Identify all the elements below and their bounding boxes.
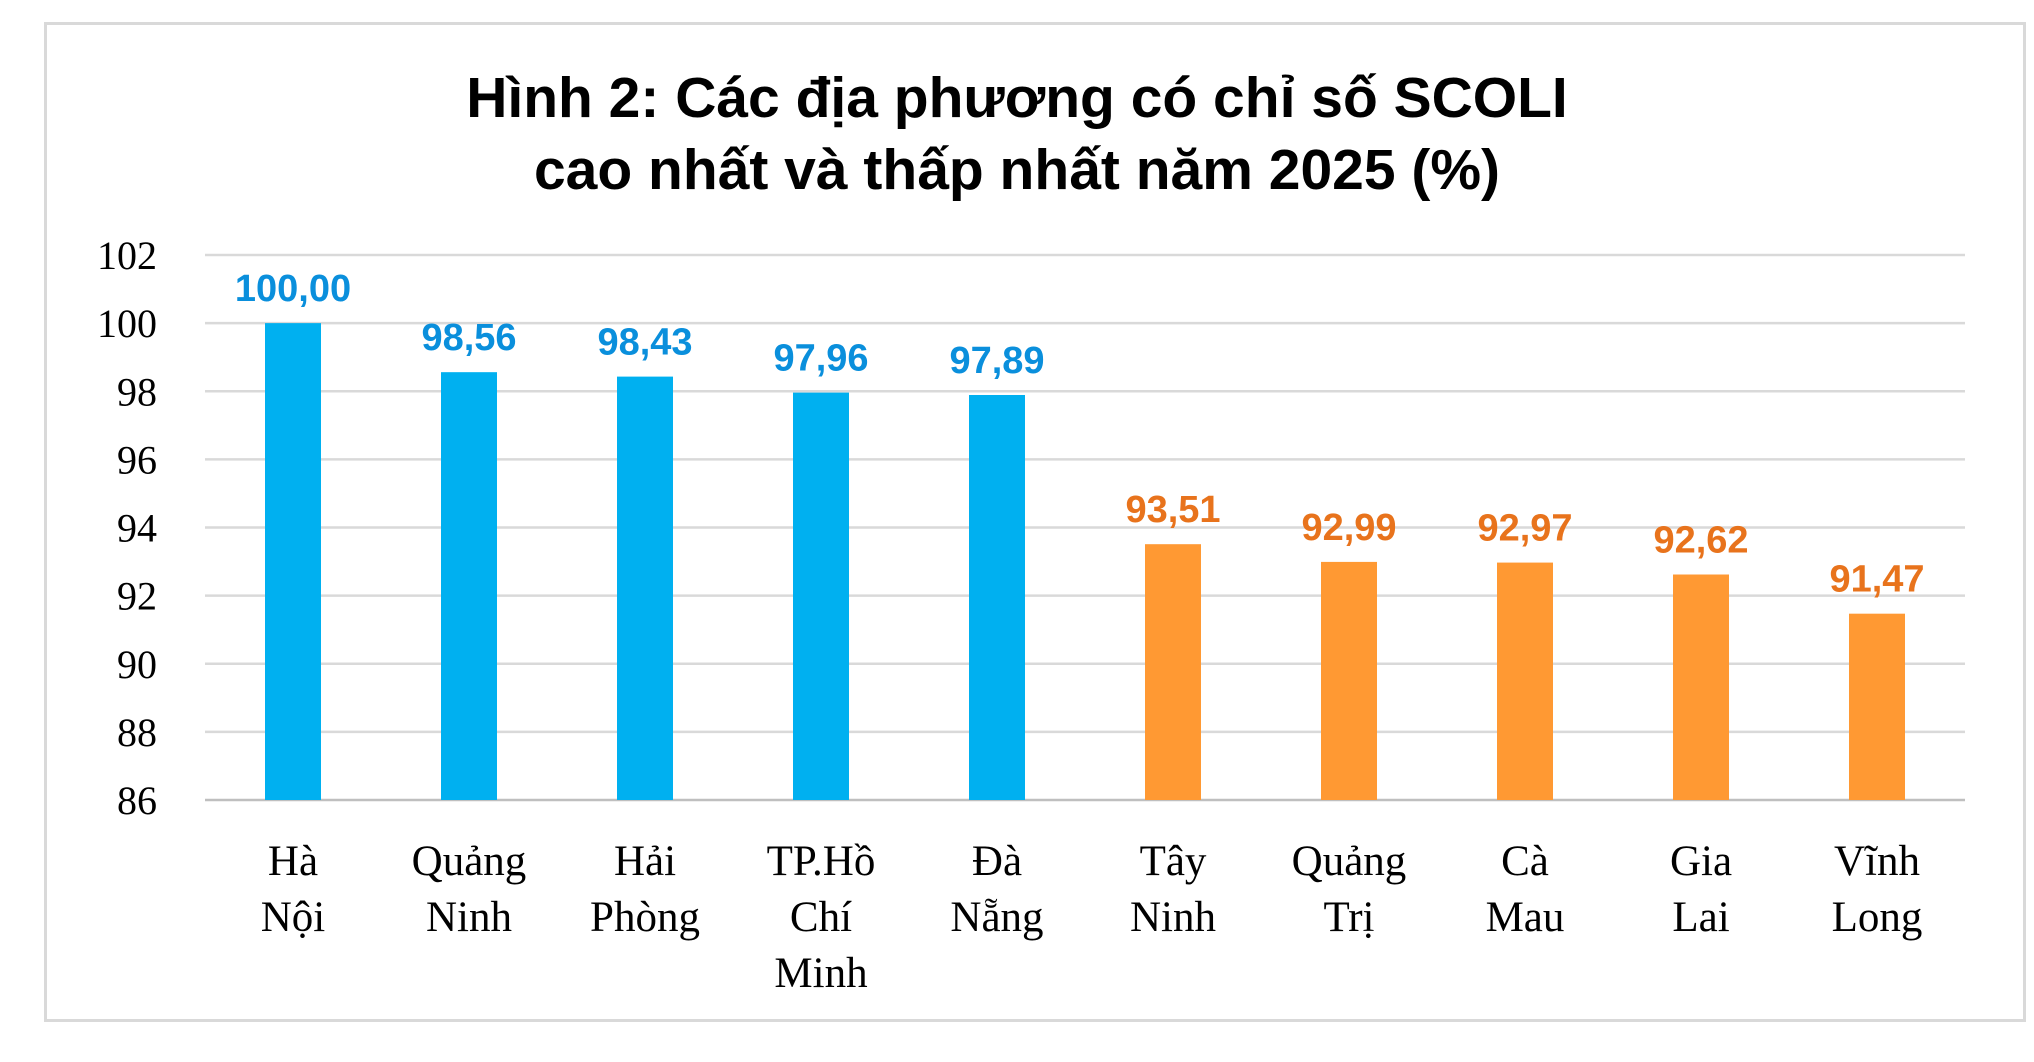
y-tick-label: 88 bbox=[117, 710, 157, 755]
data-label: 92,62 bbox=[1653, 520, 1748, 562]
chart-title-line-1: Hình 2: Các địa phương có chỉ số SCOLI bbox=[466, 66, 1568, 130]
x-tick-label: Nẵng bbox=[950, 894, 1043, 941]
x-tick-label: Phòng bbox=[590, 894, 700, 941]
x-tick-label: Mau bbox=[1486, 894, 1565, 941]
bar bbox=[265, 323, 321, 800]
bar bbox=[441, 372, 497, 800]
x-tick-label: Ninh bbox=[426, 894, 512, 941]
chart-frame bbox=[44, 22, 2026, 1022]
x-tick-label: Tây bbox=[1140, 838, 1207, 885]
chart-title-line-2: cao nhất và thấp nhất năm 2025 (%) bbox=[533, 138, 1501, 202]
y-tick-label: 98 bbox=[117, 369, 157, 414]
y-tick-label: 96 bbox=[117, 437, 157, 482]
bar bbox=[1321, 561, 1377, 800]
x-tick-label: Trị bbox=[1323, 894, 1374, 941]
data-label: 92,99 bbox=[1301, 507, 1396, 549]
x-tick-label: Minh bbox=[774, 950, 867, 997]
bar bbox=[793, 392, 849, 800]
bar bbox=[617, 376, 673, 800]
x-tick-label: Long bbox=[1832, 894, 1923, 941]
x-tick-label: TP.Hồ bbox=[767, 838, 876, 885]
data-label: 97,96 bbox=[773, 338, 868, 380]
x-tick-label: Vĩnh bbox=[1834, 838, 1920, 885]
x-tick-label: Gia bbox=[1670, 838, 1732, 885]
x-tick-label: Đà bbox=[972, 838, 1022, 885]
y-tick-label: 92 bbox=[117, 574, 157, 619]
y-tick-label: 100 bbox=[97, 301, 157, 346]
data-label: 97,89 bbox=[949, 340, 1044, 382]
y-tick-label: 86 bbox=[117, 778, 157, 823]
data-label: 98,56 bbox=[421, 317, 516, 359]
x-tick-label: Quảng bbox=[1292, 838, 1407, 885]
x-tick-label: Lai bbox=[1672, 894, 1729, 941]
y-tick-label: 94 bbox=[117, 506, 157, 551]
x-tick-label: Chí bbox=[790, 894, 852, 941]
bar bbox=[969, 394, 1025, 800]
x-tick-label: Nội bbox=[261, 894, 326, 941]
y-tick-label: 90 bbox=[117, 642, 157, 687]
bar bbox=[1145, 544, 1201, 800]
chart-title: Hình 2: Các địa phương có chỉ số SCOLI c… bbox=[0, 62, 2034, 206]
x-tick-label: Quảng bbox=[412, 838, 527, 885]
data-label: 91,47 bbox=[1829, 559, 1924, 601]
bar bbox=[1849, 613, 1905, 800]
bar bbox=[1497, 562, 1553, 800]
data-label: 98,43 bbox=[597, 322, 692, 364]
x-tick-label: Hải bbox=[614, 838, 676, 885]
data-label: 93,51 bbox=[1125, 489, 1220, 531]
data-label: 92,97 bbox=[1477, 508, 1572, 550]
y-tick-label: 102 bbox=[97, 233, 157, 278]
bar bbox=[1673, 574, 1729, 800]
x-tick-label: Hà bbox=[268, 838, 318, 885]
data-label: 100,00 bbox=[235, 268, 351, 310]
x-tick-label: Cà bbox=[1501, 838, 1549, 885]
x-tick-label: Ninh bbox=[1130, 894, 1216, 941]
